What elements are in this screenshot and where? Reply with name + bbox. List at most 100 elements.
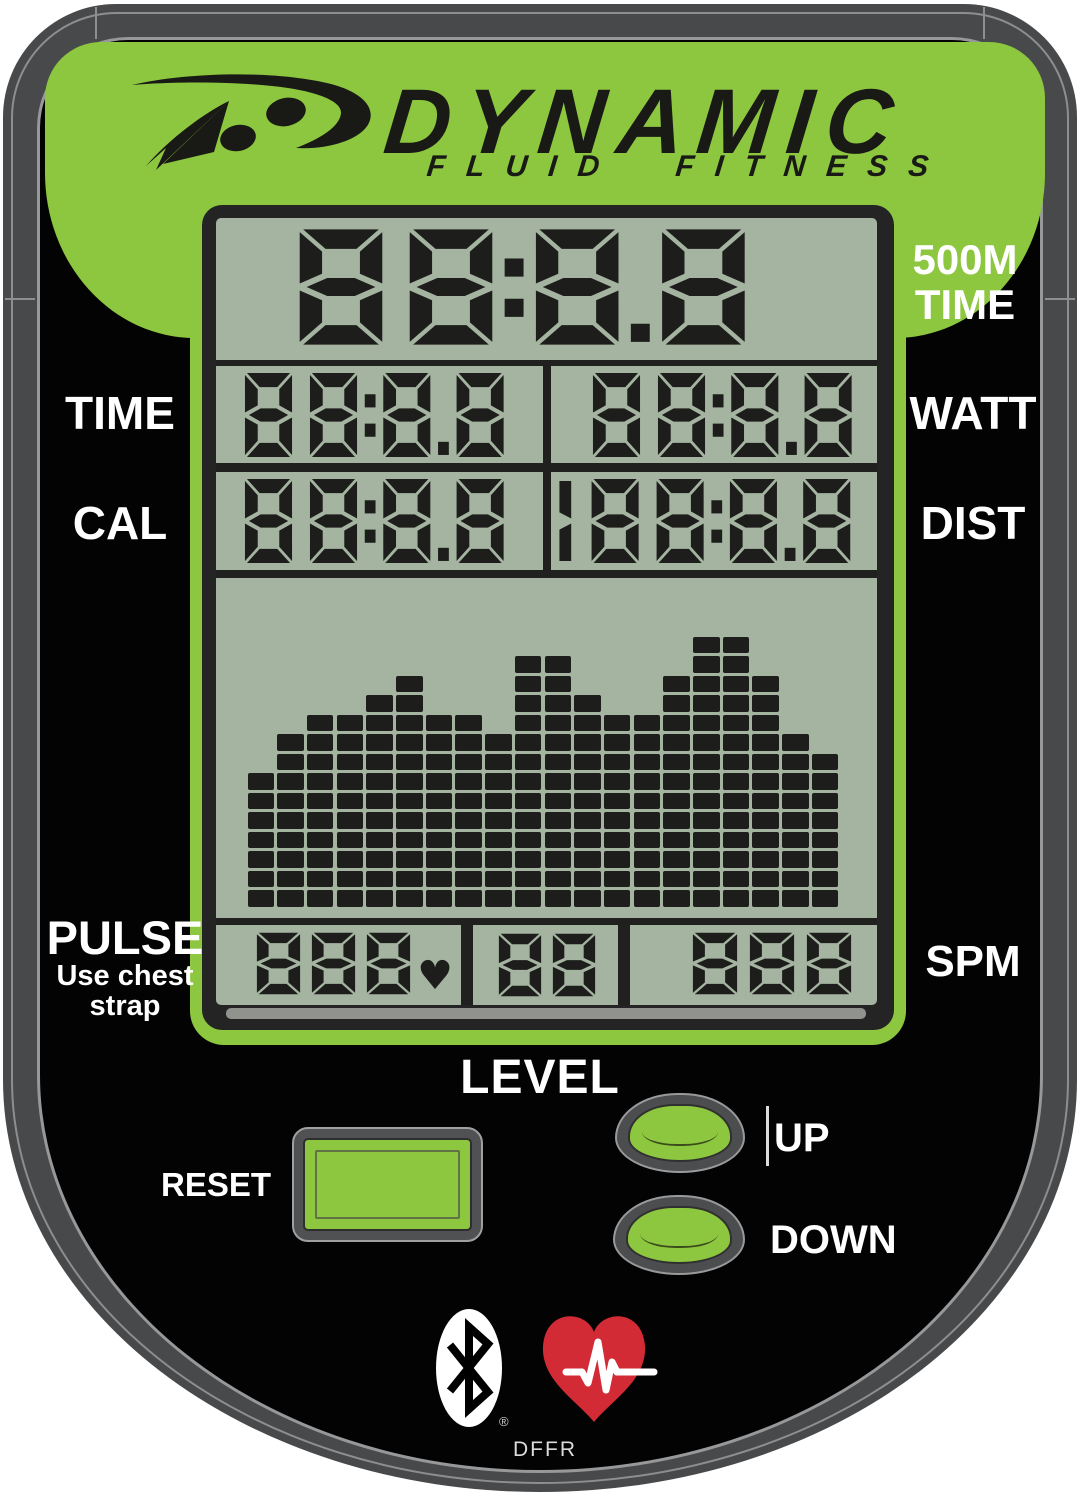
graph-cell	[425, 890, 453, 907]
down-button[interactable]	[613, 1195, 745, 1275]
label-pulse: PULSE	[46, 911, 204, 964]
bluetooth-icon	[436, 1309, 502, 1427]
graph-cell	[663, 831, 690, 848]
watt-display	[592, 373, 852, 457]
graph-cell	[574, 851, 601, 868]
up-button-label: UP	[774, 1116, 830, 1160]
graph-cell	[514, 753, 542, 770]
graph-cell	[514, 714, 542, 731]
graph-cell	[425, 773, 453, 790]
graph-cell	[277, 851, 304, 868]
graph-cell	[663, 812, 690, 829]
graph-cell	[752, 792, 779, 809]
graph-cell	[306, 714, 334, 731]
graph-cell	[425, 812, 453, 829]
graph-cell	[247, 870, 274, 887]
graph-cell	[574, 753, 601, 770]
graph-cell	[396, 695, 423, 712]
label-cal: CAL	[72, 497, 168, 549]
reset-button-label: RESET	[160, 1166, 272, 1203]
graph-cell	[693, 851, 720, 868]
graph-cell	[603, 773, 631, 790]
graph-cell	[574, 831, 601, 848]
reset-button[interactable]	[292, 1127, 483, 1242]
graph-cell	[277, 831, 304, 848]
graph-cell	[247, 851, 274, 868]
graph-cell	[425, 831, 453, 848]
graph-cell	[306, 773, 334, 790]
graph-cell	[693, 695, 720, 712]
graph-cell	[514, 870, 542, 887]
graph-cell	[336, 870, 364, 887]
down-button-label: DOWN	[770, 1218, 897, 1262]
graph-cell	[366, 734, 393, 751]
graph-cell	[485, 753, 512, 770]
graph-cell	[514, 890, 542, 907]
graph-cell	[306, 890, 334, 907]
graph-cell	[247, 792, 274, 809]
graph-cell	[693, 656, 720, 673]
graph-cell	[752, 890, 779, 907]
graph-cell	[663, 792, 690, 809]
graph-cell	[277, 812, 304, 829]
graph-cell	[722, 675, 750, 692]
reset-button-cap[interactable]	[303, 1138, 472, 1231]
graph-cell	[722, 792, 750, 809]
graph-cell	[455, 734, 482, 751]
graph-cell	[633, 792, 661, 809]
console-face: DYNAMIC FLUID FITNESS ♥ 500M TIME TIME C…	[37, 37, 1045, 1473]
graph-cell	[544, 773, 571, 790]
graph-cell	[485, 812, 512, 829]
graph-cell	[366, 695, 393, 712]
up-button[interactable]	[615, 1093, 745, 1173]
graph-cell	[633, 753, 661, 770]
brand-tagline: FLUID FITNESS	[425, 150, 952, 183]
graph-cell	[366, 870, 393, 887]
graph-cell	[722, 890, 750, 907]
down-button-cap[interactable]	[626, 1206, 732, 1264]
graph-cell	[544, 695, 571, 712]
graph-cell	[811, 831, 839, 848]
graph-cell	[485, 831, 512, 848]
graph-cell	[722, 695, 750, 712]
graph-cell	[277, 734, 304, 751]
graph-cell	[811, 851, 839, 868]
graph-cell	[633, 773, 661, 790]
graph-cell	[603, 792, 631, 809]
graph-cell	[574, 714, 601, 731]
graph-cell	[277, 890, 304, 907]
graph-cell	[574, 870, 601, 887]
graph-cell	[396, 675, 423, 692]
graph-cell	[603, 851, 631, 868]
graph-cell	[574, 734, 601, 751]
graph-cell	[425, 734, 453, 751]
graph-cell	[693, 773, 720, 790]
graph-cell	[574, 773, 601, 790]
graph-cell	[633, 714, 661, 731]
label-time: TIME	[65, 387, 175, 439]
graph-cell	[396, 831, 423, 848]
lcd-graph-panel	[216, 578, 877, 918]
graph-cell	[514, 675, 542, 692]
up-button-cap[interactable]	[628, 1104, 732, 1162]
graph-cell	[752, 851, 779, 868]
label-pulse-sub2: strap	[89, 990, 161, 1022]
graph-cell	[782, 753, 809, 770]
graph-cell	[336, 812, 364, 829]
graph-cell	[425, 714, 453, 731]
graph-cell	[782, 792, 809, 809]
graph-cell	[663, 734, 690, 751]
main-time-display	[299, 229, 745, 345]
graph-cell	[752, 773, 779, 790]
graph-cell	[752, 870, 779, 887]
graph-cell	[485, 870, 512, 887]
effort-bar-graph	[216, 578, 877, 918]
graph-cell	[366, 890, 393, 907]
graph-cell	[396, 792, 423, 809]
graph-cell	[336, 714, 364, 731]
graph-cell	[603, 812, 631, 829]
pulse-display	[256, 932, 411, 995]
graph-cell	[693, 831, 720, 848]
graph-cell	[544, 714, 571, 731]
graph-cell	[752, 753, 779, 770]
